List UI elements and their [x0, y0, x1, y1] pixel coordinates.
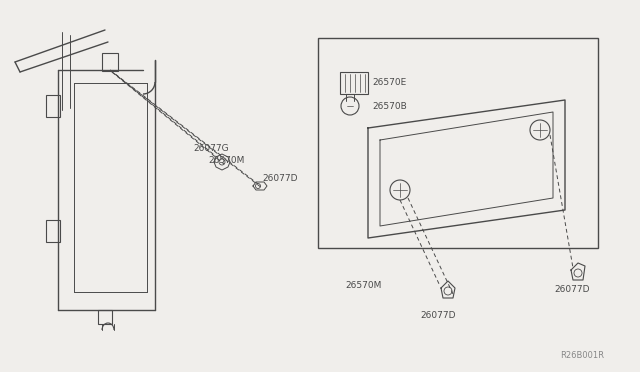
Text: 26570M: 26570M	[208, 155, 244, 164]
Bar	[98, 310, 112, 324]
Bar	[46, 95, 60, 117]
Bar	[318, 38, 598, 248]
Text: 26077G: 26077G	[193, 144, 228, 153]
Bar	[46, 220, 60, 242]
Bar	[340, 72, 368, 94]
Text: 26077D: 26077D	[420, 311, 456, 320]
Text: 26077D: 26077D	[262, 173, 298, 183]
Text: 26570M: 26570M	[345, 280, 381, 289]
Bar	[102, 53, 118, 71]
Text: 26570B: 26570B	[372, 102, 407, 110]
Text: R26B001R: R26B001R	[560, 350, 604, 359]
Text: 26077D: 26077D	[554, 285, 589, 295]
Text: 26570E: 26570E	[372, 77, 406, 87]
